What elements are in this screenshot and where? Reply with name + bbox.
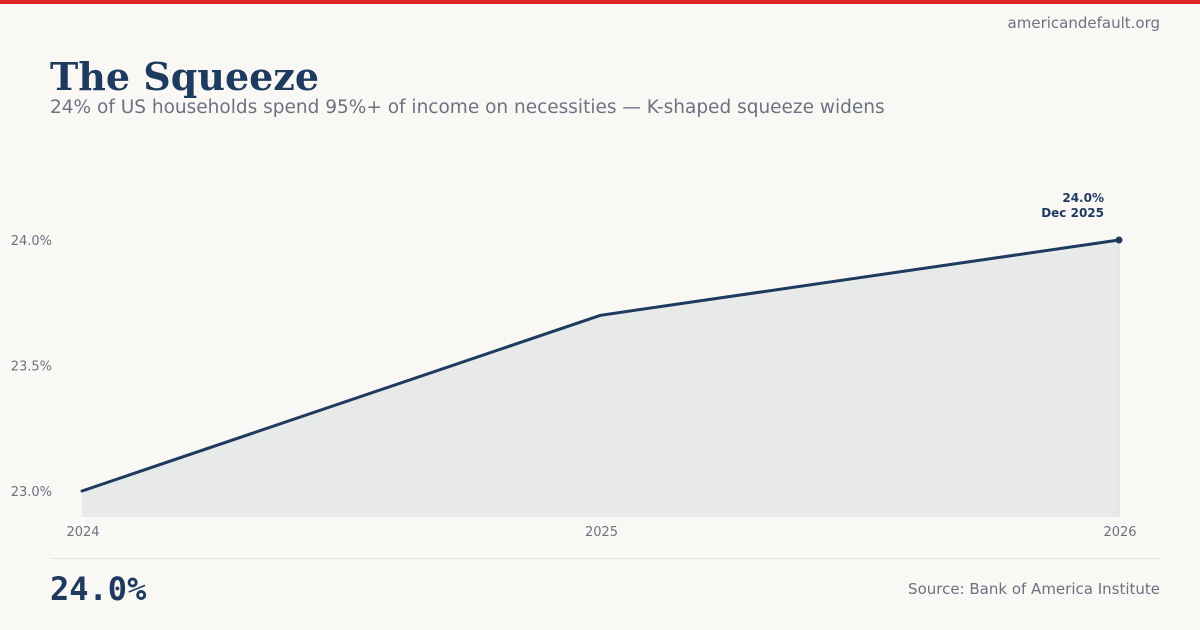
headline-value: 24.0% bbox=[50, 570, 147, 608]
site-url[interactable]: americandefault.org bbox=[1007, 14, 1160, 32]
source-credit: Source: Bank of America Institute bbox=[908, 580, 1160, 598]
annotation-date: Dec 2025 bbox=[1041, 206, 1104, 220]
x-tick-label: 2026 bbox=[1103, 525, 1136, 540]
page-subtitle: 24% of US households spend 95%+ of incom… bbox=[50, 97, 885, 118]
footer-divider bbox=[50, 558, 1160, 559]
x-tick-label: 2025 bbox=[585, 525, 618, 540]
y-tick-label: 24.0% bbox=[11, 234, 52, 249]
annotation-value: 24.0% bbox=[1062, 191, 1104, 205]
y-tick-label: 23.0% bbox=[11, 485, 52, 500]
page-title: The Squeeze bbox=[50, 54, 320, 99]
x-tick-label: 2024 bbox=[66, 525, 99, 540]
top-accent-bar bbox=[0, 0, 1200, 4]
y-tick-label: 23.5% bbox=[11, 360, 52, 375]
area-fill bbox=[82, 240, 1119, 517]
data-point bbox=[1115, 236, 1123, 244]
